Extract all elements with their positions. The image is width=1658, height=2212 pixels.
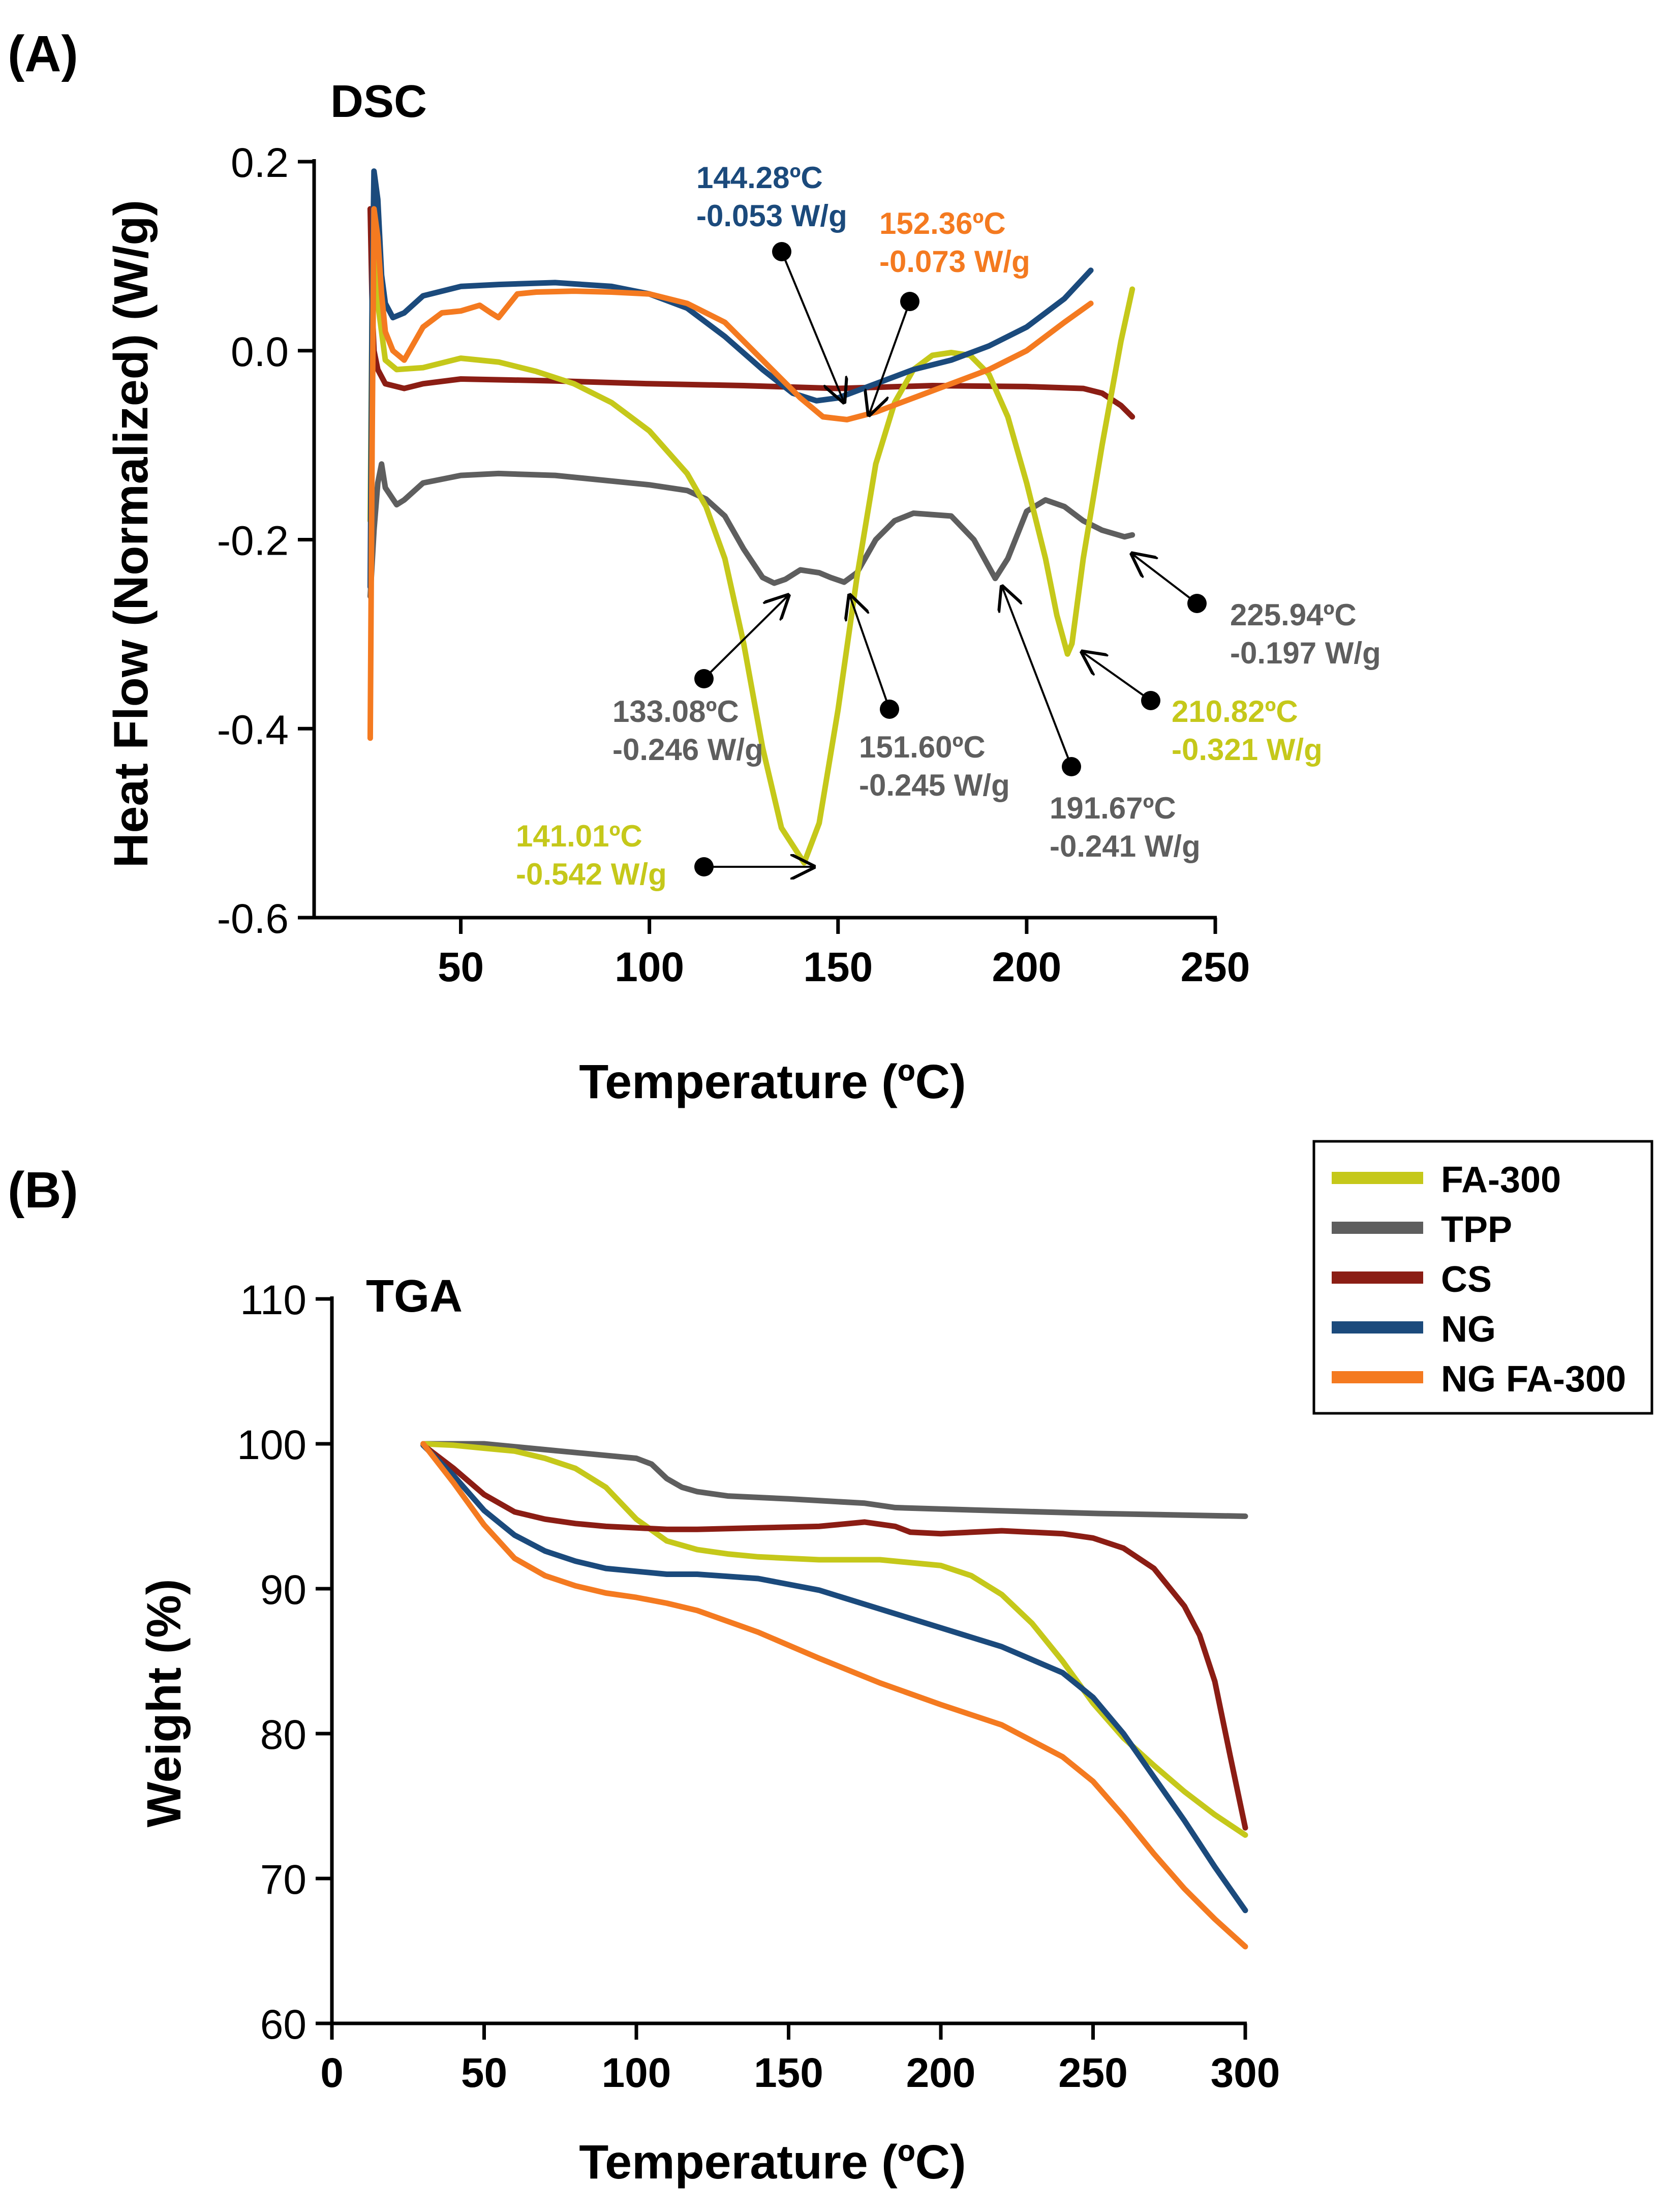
tga-y-tick-label: 80 [260,1712,306,1758]
tga-x-tick-label: 150 [754,2050,823,2096]
tga-y-tick-label: 60 [260,2002,306,2048]
dsc-series-fa-300 [367,206,1135,866]
tga-series-ng-fa-300 [420,1441,1248,1950]
dsc-peak-annotation: 210.82ºC -0.321 W/g [1083,652,1323,767]
annotation-arrow [1132,554,1198,604]
legend-entry-tpp: TPP [1332,1209,1512,1250]
dsc-peak-annotation: 225.94ºC -0.197 W/g [1132,554,1381,670]
tga-y-tick-label: 70 [260,1857,306,1903]
tga-x-axis-label: Temperature (ºC) [579,2135,966,2189]
dsc-y-tick-label: 0.0 [231,329,289,375]
annotation-heat-flow: -0.197 W/g [1230,636,1381,670]
tga-series-cs [420,1442,1248,1831]
annotation-dot [880,700,899,719]
tga-x-tick-label: 50 [461,2050,507,2096]
legend-entry-cs: CS [1332,1259,1492,1300]
annotation-dot [900,292,919,311]
annotation-arrow [1002,587,1072,767]
tga-y-tick-label: 100 [237,1422,306,1468]
annotation-arrow [703,596,788,680]
annotation-arrow [869,301,911,414]
annotation-dot [694,669,714,688]
dsc-peak-annotation: 133.08ºC -0.246 W/g [612,596,788,767]
annotation-heat-flow: -0.246 W/g [612,733,763,767]
legend-entry-ng-fa-300: NG FA-300 [1332,1359,1626,1400]
annotation-temperature: 191.67ºC [1050,791,1176,825]
dsc-x-tick-label: 50 [438,944,484,990]
legend-label: NG FA-300 [1441,1359,1626,1400]
annotation-dot [1062,757,1081,776]
dsc-peak-annotation: 191.67ºC -0.241 W/g [1002,587,1201,863]
annotation-heat-flow: -0.073 W/g [879,245,1030,279]
annotation-arrow [1083,652,1152,702]
annotation-arrow [781,251,844,402]
dsc-peak-annotation: 151.60ºC -0.245 W/g [850,596,1010,802]
tga-panel: (B) TGA 60 70 80 90 100 110 0 50 100 150 200 250 300… [8,1140,1653,2189]
annotation-temperature: 144.28ºC [696,161,823,195]
annotation-arrow [850,596,891,710]
dsc-series-tpp [367,461,1135,599]
tga-x-tick-label: 200 [906,2050,976,2096]
dsc-title: DSC [330,76,427,127]
annotation-heat-flow: -0.245 W/g [859,768,1010,802]
annotation-dot [1141,691,1160,710]
panel-label-a: (A) [8,25,78,82]
annotation-temperature: 210.82ºC [1172,694,1298,729]
annotation-temperature: 133.08ºC [612,694,739,729]
legend-entry-ng: NG [1332,1309,1496,1350]
dsc-y-tick-label: -0.4 [217,707,289,753]
dsc-y-tick-label: -0.2 [217,518,289,564]
tga-x-tick-label: 250 [1058,2050,1128,2096]
annotation-dot [1187,594,1207,613]
tga-y-tick-label: 110 [240,1277,306,1323]
annotation-heat-flow: -0.542 W/g [516,857,667,891]
tga-x-tick-label: 300 [1211,2050,1280,2096]
dsc-peak-annotation: 141.01ºC -0.542 W/g [516,819,813,891]
dsc-y-tick-label: 0.2 [231,140,289,186]
annotation-temperature: 151.60ºC [859,730,986,764]
dsc-x-axis-label: Temperature (ºC) [579,1055,966,1109]
dsc-peak-annotation: 152.36ºC -0.073 W/g [869,206,1030,414]
tga-x-tick-label: 0 [320,2050,344,2096]
dsc-panel: (A) DSC 144.28ºC -0.053 W/g 152.36ºC -0.073… [8,25,1381,1109]
tga-x-tick-label: 100 [602,2050,671,2096]
tga-y-tick-label: 90 [260,1567,306,1613]
legend-entry-fa-300: FA-300 [1332,1160,1561,1200]
dsc-x-tick-label: 250 [1181,944,1250,990]
annotation-dot [694,857,714,876]
annotation-temperature: 225.94ºC [1230,598,1357,632]
dsc-peak-annotation: 144.28ºC -0.053 W/g [696,161,847,402]
tga-title: TGA [366,1271,463,1322]
annotation-temperature: 141.01ºC [516,819,642,853]
tga-y-axis-label: Weight (%) [137,1579,191,1827]
dsc-x-tick-label: 150 [803,944,873,990]
annotation-heat-flow: -0.053 W/g [696,199,847,233]
legend: FA-300 TPP CS NG NG FA-300 [1312,1140,1653,1415]
dsc-y-axis-label: Heat Flow (Normalized) (W/g) [104,200,158,868]
dsc-series-cs [367,206,1135,420]
tga-series-tpp [420,1441,1248,1519]
annotation-heat-flow: -0.241 W/g [1050,829,1201,863]
dsc-x-tick-label: 100 [615,944,684,990]
dsc-series-ng-fa-300 [367,206,1094,741]
annotation-dot [772,242,791,261]
annotation-temperature: 152.36ºC [879,206,1006,240]
annotation-heat-flow: -0.321 W/g [1172,733,1323,767]
tga-series-fa-300 [420,1441,1248,1838]
panel-label-b: (B) [8,1162,78,1219]
tga-series-ng [420,1442,1248,1914]
legend-label: CS [1441,1259,1492,1300]
legend-label: TPP [1441,1209,1512,1250]
dsc-y-tick-label: -0.6 [217,896,289,942]
dsc-x-tick-label: 200 [992,944,1061,990]
legend-label: NG [1441,1309,1496,1350]
legend-label: FA-300 [1441,1160,1561,1200]
